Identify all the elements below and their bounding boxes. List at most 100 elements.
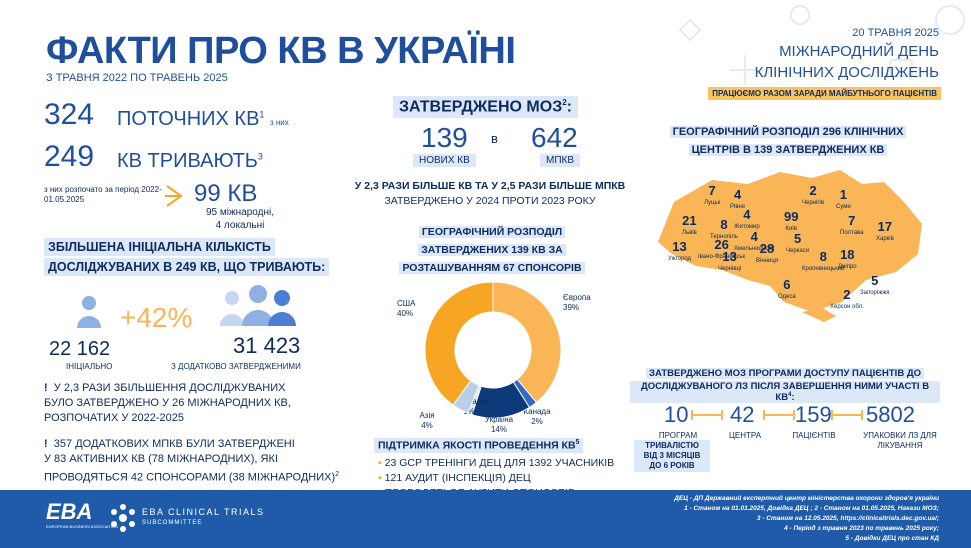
map-region-name: Житомир [734,224,760,230]
centers-count: 42 [730,402,755,427]
increase-title: ЗБІЛЬШЕНА ІНІЦІАЛЬНА КІЛЬКІСТЬ ДОСЛІДЖУВ… [44,238,330,276]
map-region: 1 Суми [836,188,851,214]
arrow-right-icon [165,185,183,207]
in-word: в [491,131,498,146]
sponsor-geography-donut: Європа39%Канада2%Україна14%Австралія1%Аз… [397,281,591,434]
map-region-name: Тернопіль [710,234,738,240]
patients-label: ПАЦІЄНТІВ [792,431,836,440]
programs-duration: ТРИВАЛІСТЮ ВІД 3 МІСЯЦІВ ДО 6 РОКІВ [634,440,710,472]
event-title-line1: МІЖНАРОДНИЙ ДЕНЬ [779,43,939,60]
map-region-count: 8 [720,217,728,232]
map-region-count: 28 [759,241,775,256]
map-region-count: 4 [743,207,751,222]
map-region-labels: 7 Луцьк 4 Рівне 2 Чернігів 1 Суми 4 Житомир 99 Київ… [652,162,932,322]
map-region-count: 99 [784,209,799,224]
footnotes: ДЕЦ - ДП Державний експертний центр міні… [674,495,939,542]
started-trials-count: 99 КВ [194,180,258,207]
quality-title: ПІДТРИМКА ЯКОСТІ ПРОВЕДЕННЯ КВ5 [374,438,584,453]
intl-count: 95 міжнародні, [205,207,275,218]
map-region-name: Херсон обл. [830,304,864,310]
person-icon [77,296,101,328]
map-region-count: 13 [722,249,737,264]
map-region: 17 Харків [876,220,894,246]
geo-title: ГЕОГРАФІЧНИЙ РОЗПОДІЛ ЗАТВЕРДЖЕНИХ 139 К… [392,222,592,276]
map-region-name: Суми [836,204,851,210]
map-region: 2 Чернігів [802,184,824,210]
map-region-count: 18 [840,247,855,262]
map-region-count: 21 [682,213,697,228]
map-region-count: 7 [848,213,856,228]
footer [0,490,971,548]
map-region-count: 2 [809,183,817,198]
ongoing-trials-label: КВ ТРИВАЮТЬ3 [117,150,263,172]
map-region: 8 Кропивницький [802,250,845,276]
map-region: 21 Львів [682,214,697,240]
map-region: 28 Вінниця [756,242,778,268]
map-region-count: 1 [839,187,847,202]
map-region: 5 Запоріжжя [860,274,890,300]
approved-title: ЗАТВЕРДЖЕНО МОЗ2: [393,96,578,119]
map-region: 6 Одеса [778,278,796,304]
map-region-name: Полтава [840,230,864,236]
map-region: 26 Івано-Франківськ [698,238,745,264]
added-label: З ДОДАТКОВО ЗАТВЕРДЖЕНИМИ [171,362,301,371]
new-trials-label: НОВИХ КВ [413,154,476,167]
donut-label-value: 14% [491,425,507,434]
mpkv-count: 642 [531,122,578,153]
map-region-name: Одеса [778,294,796,300]
map-region-name: Запоріжжя [860,290,890,296]
new-trials-count: 139 [421,122,468,153]
map-region-count: 17 [877,219,893,234]
map-region-count: 5 [871,273,879,288]
event-date: 20 ТРАВНЯ 2025 [852,27,939,39]
donut-label-value: 40% [397,309,413,318]
started-note: з них розпочато за період 2022-01.05.202… [44,185,162,204]
people-group-icon [220,285,296,326]
increase-percent: +42% [120,302,193,333]
map-region: 5 Черкаси [786,232,809,258]
current-trials-count: 324 [44,98,95,131]
note-increase: ! У 2,3 РАЗИ ЗБІЛЬШЕННЯ ДОСЛІДЖУВАНИХ БУ… [44,382,291,424]
event-title-line2: КЛІНІЧНИХ ДОСЛІДЖЕНЬ [754,64,939,81]
map-region-name: Хмельницький [734,246,775,252]
clinical-trials-logo-sub: SUBCOMMITTEE [142,520,203,526]
map-region-name: Івано-Франківськ [698,254,746,260]
ukraine-map [658,170,922,322]
map-region-count: 6 [783,277,791,292]
note-additional: ! 357 ДОДАТКОВИХ МПКВ БУЛИ ЗАТВЕРДЖЕНІ У… [44,438,340,484]
eba-logo-subtitle: EUROPEAN BUSINESS ASSOCIATION [46,524,118,529]
current-trials-label: ПОТОЧНИХ КВ1 з них [117,108,289,130]
map-region-count: 26 [714,237,729,252]
map-region: 4 Хмельницький [734,230,774,256]
map-region-name: Чернігів [802,200,825,206]
page-title: ФАКТИ ПРО КВ В УКРАЇНІ [46,30,516,72]
donut-label-name: Канада [523,407,551,416]
map-region-name: Дніпро [838,264,857,270]
map-region-name: Кропивницький [802,266,845,272]
map-region-name: Рівне [730,204,746,210]
donut-label-name: Україна [485,415,514,424]
quality-item: ▪ 23 GCP ТРЕНІНГИ ДЕЦ ДЛЯ 1392 УЧАСНИКІВ [378,457,615,469]
map-region-name: Київ [785,226,798,232]
map-region-count: 13 [672,239,687,254]
map-region: 18 Дніпро [838,248,857,274]
map-region: 4 Рівне [730,188,745,214]
donut-label-value: 4% [421,421,433,430]
map-region-name: Черкаси [786,248,810,254]
compare-line1: У 2,3 РАЗИ БІЛЬШЕ КВ ТА У 2,5 РАЗИ БІЛЬШ… [354,180,626,192]
map-region-name: Вінниця [756,258,778,264]
donut-label-name: Європа [563,293,591,302]
packages-count: 5802 [866,402,915,427]
map-region: 8 Тернопіль [710,218,738,244]
map-region-name: Ужгород [668,256,692,262]
map-region-count: 2 [843,287,851,302]
clinical-trials-logo-text: EBA CLINICAL TRIALS [142,507,265,517]
map-region: 99 Київ [784,210,798,236]
donut-label-name: Азія [419,411,434,420]
map-region-name: Харків [876,236,894,242]
donut-label-name: США [397,299,416,308]
map-region: 13 Ужгород [668,240,691,266]
map-region-name: Чернівці [718,266,742,272]
packages-label: УПАКОВКИ ЛЗ ДЛЯ ЛІКУВАННЯ [863,431,937,450]
page-subtitle: З ТРАВНЯ 2022 ПО ТРАВЕНЬ 2025 [46,72,228,84]
